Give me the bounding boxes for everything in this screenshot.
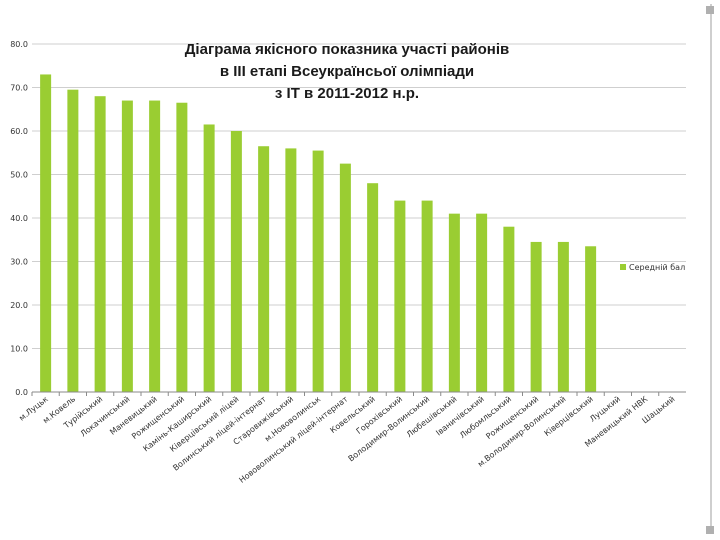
bar [421,200,433,392]
x-tick-label: Ківерцівський [543,394,595,438]
bars [40,74,597,393]
y-tick-label: 0.0 [15,388,28,397]
bar [258,146,270,392]
bar [285,148,297,392]
bar [367,183,379,392]
legend-label: Середній бал [629,263,685,272]
legend: Середній бал [620,263,685,272]
y-tick-label: 20.0 [10,301,28,310]
y-tick-label: 40.0 [10,214,28,223]
y-tick-label: 70.0 [10,84,28,93]
y-tick-label: 30.0 [10,258,28,267]
bar [203,124,215,392]
bar [394,200,406,392]
corner-marker-bottom [706,526,714,534]
bar [339,163,351,392]
chart-title-line-2: в ІІІ етапі Всеукраїнсьої олімпіади [220,63,474,80]
bar [557,241,569,392]
bar [176,102,188,392]
bar [530,241,542,392]
x-axis-ticks: м.Луцькм.КовельТурійськийЛокачинськийМан… [17,392,677,485]
bar [67,89,79,393]
corner-marker-top [706,6,714,14]
chart-title-line-1: Діаграма якісного показника участі район… [185,41,510,58]
y-tick-label: 80.0 [10,40,28,49]
legend-swatch [620,264,626,270]
y-tick-label: 10.0 [10,345,28,354]
bar [121,100,133,393]
bar [476,213,488,392]
bar [40,74,52,392]
bar [230,131,242,392]
y-axis-ticks: 0.0 10.0 20.0 30.0 40.0 50.0 60.0 70.0 80.0 [10,40,28,397]
bar [312,150,324,392]
bar [149,100,161,393]
bar [448,213,460,392]
chart-title-line-3: з ІТ в 2011-2012 н.р. [275,85,419,102]
y-tick-label: 60.0 [10,127,28,136]
slide-edge-line [710,4,720,534]
bar [94,96,106,392]
y-tick-label: 50.0 [10,171,28,180]
bar [585,246,597,392]
gridlines [32,43,686,393]
bar [503,226,515,392]
